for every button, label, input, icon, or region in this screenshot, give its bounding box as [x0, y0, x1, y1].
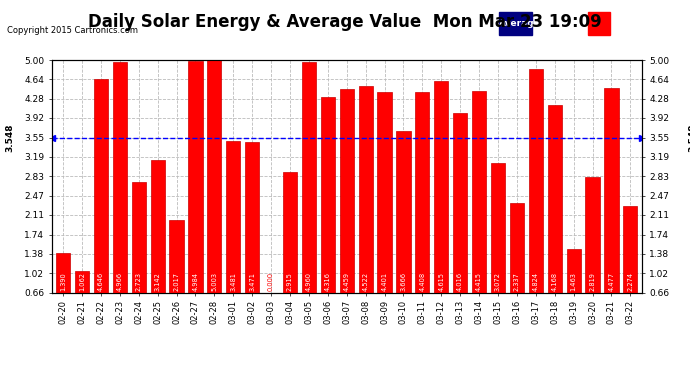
Bar: [245, 142, 259, 328]
Text: 4.824: 4.824: [533, 272, 539, 291]
Bar: [75, 271, 89, 328]
Bar: [585, 177, 600, 328]
Text: 3.481: 3.481: [230, 273, 236, 291]
Text: 2.723: 2.723: [136, 272, 141, 291]
Text: Daily Solar Energy & Average Value  Mon Mar 23 19:09: Daily Solar Energy & Average Value Mon M…: [88, 13, 602, 31]
Bar: [604, 88, 618, 328]
Bar: [529, 69, 543, 328]
Text: 2.915: 2.915: [287, 273, 293, 291]
Text: 4.966: 4.966: [117, 272, 123, 291]
Bar: [472, 92, 486, 328]
Text: 4.016: 4.016: [457, 272, 463, 291]
Bar: [339, 89, 354, 328]
Bar: [112, 62, 127, 328]
Text: 4.316: 4.316: [325, 273, 331, 291]
Text: Daily: Daily: [612, 19, 638, 28]
Text: 2.017: 2.017: [174, 272, 179, 291]
Bar: [566, 249, 581, 328]
Bar: [150, 159, 165, 328]
Bar: [548, 105, 562, 328]
Bar: [453, 113, 467, 328]
Text: 4.459: 4.459: [344, 272, 350, 291]
Bar: [491, 163, 505, 328]
Text: 4.401: 4.401: [382, 272, 388, 291]
Bar: [321, 97, 335, 328]
Bar: [170, 220, 184, 328]
Bar: [588, 12, 610, 35]
Text: 1.062: 1.062: [79, 272, 85, 291]
Text: 4.960: 4.960: [306, 272, 312, 291]
Text: 3.471: 3.471: [249, 273, 255, 291]
Bar: [188, 61, 203, 328]
Text: 4.522: 4.522: [363, 272, 368, 291]
Text: 4.984: 4.984: [193, 272, 199, 291]
Text: 2.274: 2.274: [627, 272, 633, 291]
Bar: [283, 172, 297, 328]
Bar: [434, 81, 448, 328]
Bar: [56, 254, 70, 328]
Text: 4.408: 4.408: [420, 272, 425, 291]
Bar: [396, 132, 411, 328]
Text: 3.666: 3.666: [400, 272, 406, 291]
Bar: [207, 60, 221, 328]
Bar: [226, 141, 240, 328]
Text: ($): ($): [566, 19, 581, 28]
Text: ($): ($): [658, 19, 672, 28]
Text: 4.477: 4.477: [609, 272, 615, 291]
Text: 3.072: 3.072: [495, 272, 501, 291]
Text: 4.168: 4.168: [552, 272, 558, 291]
Bar: [377, 92, 392, 328]
Text: 2.819: 2.819: [589, 273, 595, 291]
Text: 1.390: 1.390: [60, 273, 66, 291]
Text: 3.548: 3.548: [6, 123, 14, 152]
Text: 3.142: 3.142: [155, 273, 161, 291]
Bar: [359, 86, 373, 328]
Text: 4.615: 4.615: [438, 272, 444, 291]
Bar: [302, 62, 316, 328]
Text: 2.337: 2.337: [514, 273, 520, 291]
Bar: [623, 206, 638, 328]
Text: 4.415: 4.415: [476, 272, 482, 291]
Text: Copyright 2015 Cartronics.com: Copyright 2015 Cartronics.com: [7, 26, 138, 35]
Bar: [510, 202, 524, 328]
Text: 4.646: 4.646: [98, 272, 104, 291]
Text: 0.000: 0.000: [268, 272, 274, 291]
Text: 5.003: 5.003: [211, 272, 217, 291]
Text: 3.548: 3.548: [689, 123, 690, 152]
Text: Average: Average: [499, 19, 540, 28]
Bar: [499, 12, 531, 35]
Bar: [415, 92, 429, 328]
Bar: [94, 79, 108, 328]
Text: 1.463: 1.463: [571, 273, 577, 291]
Bar: [132, 182, 146, 328]
